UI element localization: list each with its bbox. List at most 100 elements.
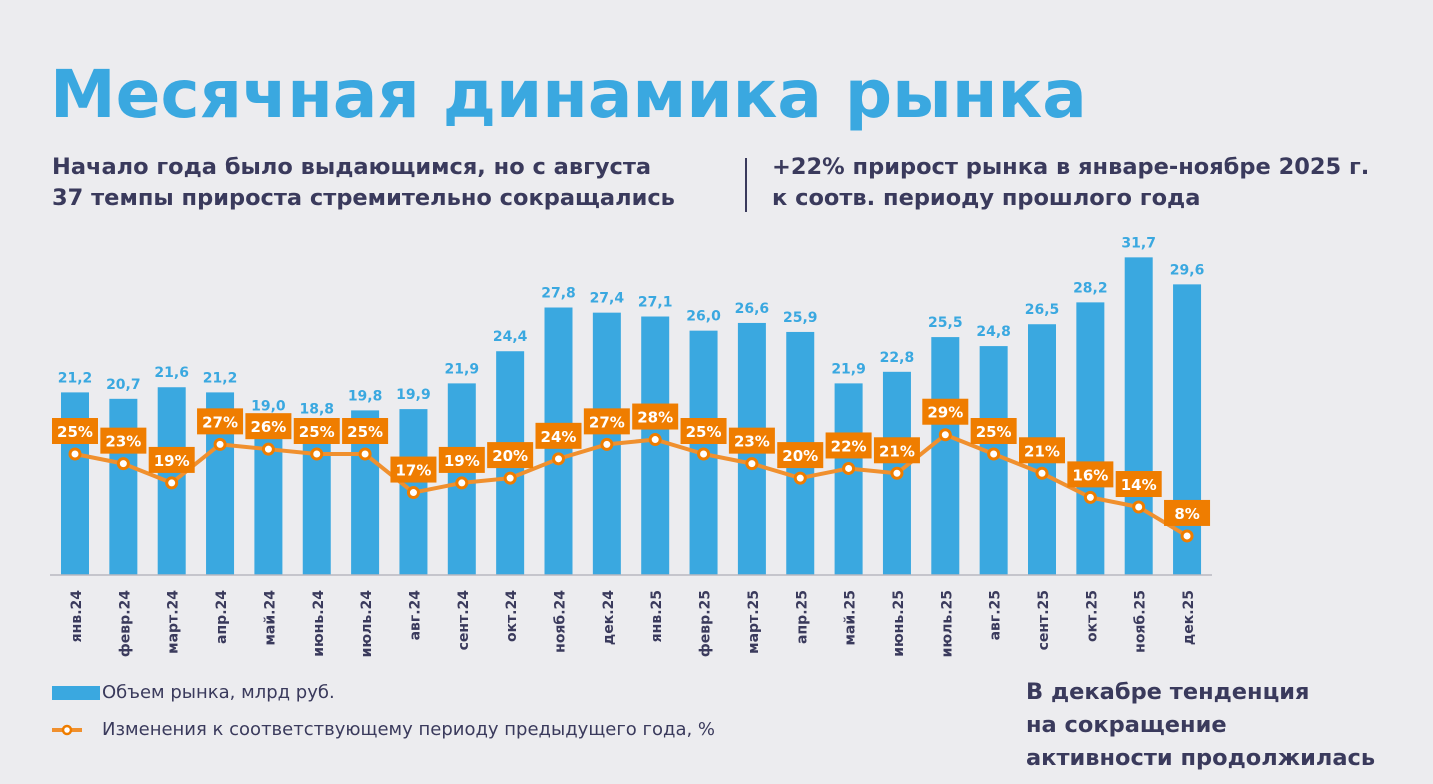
line-label-bg [148,446,195,473]
line-label-bg [873,437,920,464]
line-point [68,447,82,461]
line-value-label: 26% [250,418,286,436]
line-value-label: 23% [105,433,141,451]
bar [302,423,331,575]
line-point [648,433,662,447]
legend-bar: Объем рынка, млрд руб. [52,682,335,703]
line-point [938,428,952,442]
line-point [455,476,469,490]
bar-value-label: 24,8 [976,324,1011,340]
subtitle-right: +22% прирост рынка в январе-ноябре 2025 … [772,152,1369,214]
line-label-bg [293,418,340,444]
separator [745,158,747,212]
subtitle-left-line: 37 темпы прироста стремительно сокращали… [52,185,675,211]
line-value-label: 22% [831,437,867,455]
line-label-bg [1067,461,1114,488]
x-tick-label: июнь.24 [311,590,327,657]
bar-value-label: 20,7 [106,377,141,393]
line-point [406,486,420,500]
line-point [261,442,275,456]
line-point [793,471,807,485]
bar-value-label: 18,8 [299,401,334,417]
subtitle-left: Начало года было выдающимся, но с август… [52,152,675,214]
x-tick-label: июль.25 [939,590,955,657]
bar-value-label: 21,9 [445,361,480,377]
bar-value-label: 26,6 [735,301,770,317]
line-label-bg [487,442,534,469]
bar [979,346,1008,575]
line-label-bg [922,398,969,425]
line-point [745,457,759,471]
bar-value-label: 21,2 [203,370,238,386]
line-point [310,447,324,461]
x-tick-label: март.24 [166,590,182,654]
line-point [165,476,179,490]
legend-line-swatch [52,724,82,735]
bar-value-label: 22,8 [880,350,915,366]
bar-value-label: 25,5 [928,315,963,331]
subtitle-right-line: +22% прирост рынка в январе-ноябре 2025 … [772,154,1370,180]
line-point [697,447,711,461]
line-value-label: 21% [879,442,915,460]
line-value-label: 24% [541,428,577,446]
page-title: Месячная динамика рынка [50,56,1087,133]
x-tick-label: июнь.25 [891,590,907,657]
line-label-bg [1115,471,1162,498]
line-label-bg [390,456,437,483]
line-value-label: 21% [1024,442,1060,460]
bar [109,398,138,575]
bar-value-label: 21,2 [58,370,93,386]
line-value-label: 20% [782,447,818,465]
bar-value-label: 19,0 [251,399,286,415]
bar-value-label: 26,5 [1025,302,1060,318]
x-tick-label: окт.24 [504,590,520,642]
bar [1173,284,1202,575]
note-line: активности продолжилась [1026,745,1376,771]
subtitle-left-line: Начало года было выдающимся, но с август… [52,154,652,180]
line-value-label: 27% [202,413,238,431]
bar [931,337,960,575]
line-value-label: 28% [637,409,673,427]
bar [1076,302,1105,575]
note-line: В декабре тенденция [1026,679,1310,705]
line-label-bg [777,442,824,469]
line-label-bg [438,446,485,473]
bar-value-label: 21,6 [154,365,189,381]
bar-value-label: 31,7 [1121,235,1156,251]
x-tick-label: апр.25 [794,590,810,644]
x-tick-label: нояб.24 [553,590,569,653]
line-label-bg [1164,499,1211,526]
line-label-bg [1019,437,1065,464]
line-point [987,447,1001,461]
line-point [552,452,565,466]
note: В декабре тенденция на сокращение активнос… [1026,676,1375,775]
line-value-label: 16% [1072,466,1108,484]
x-tick-label: янв.25 [649,590,665,642]
line-value-label: 19% [154,452,190,470]
line-label-bg [583,408,630,435]
bar-value-label: 29,6 [1170,262,1205,278]
line-value-label: 14% [1121,476,1157,494]
bar-value-label: 25,9 [783,310,818,326]
line-label-bg [680,418,727,444]
line-point [1083,490,1097,504]
line-label-bg [52,418,98,444]
legend-bar-swatch [52,685,100,700]
bar [1124,257,1153,575]
line-value-label: 29% [927,404,963,422]
x-tick-label: февр.25 [698,590,714,657]
line-value-label: 19% [444,452,480,470]
line-label-bg [535,422,582,449]
x-tick-label: нояб.25 [1133,590,1149,653]
line-label-bg [632,403,679,430]
line-point [1035,466,1049,480]
x-tick-label: сент.25 [1036,590,1052,650]
line-label-bg [728,427,775,454]
legend-line-label: Изменения к соответствующему периоду пре… [102,719,716,740]
line-value-label: 20% [492,447,528,465]
line-value-label: 25% [976,423,1012,441]
bar-value-label: 27,1 [638,295,673,311]
line-label-bg [825,432,872,459]
line-label-bg [245,413,292,440]
